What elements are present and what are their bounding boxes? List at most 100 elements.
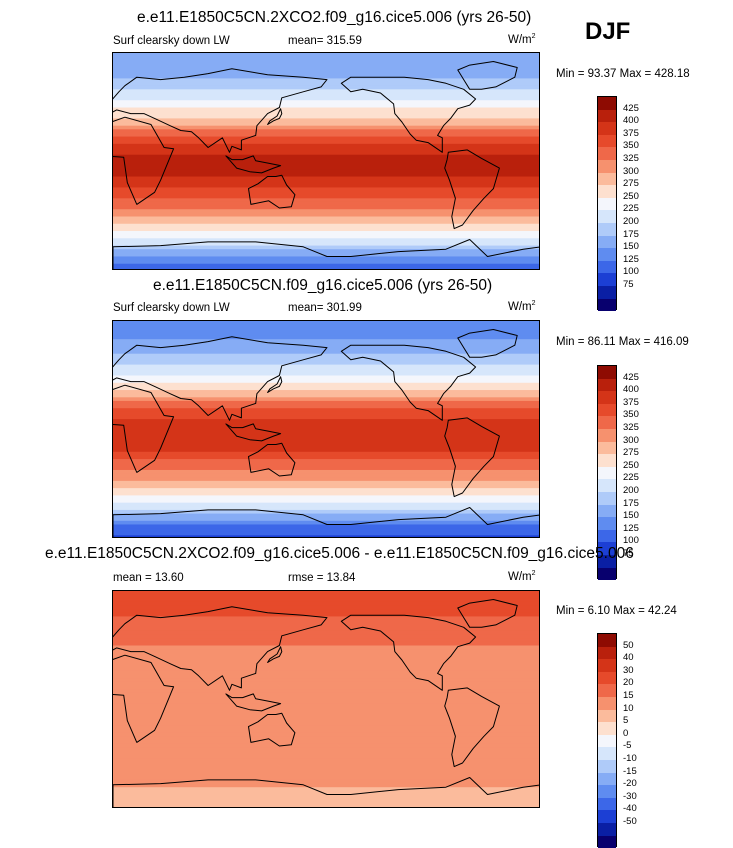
map-band <box>113 267 540 270</box>
map-band <box>113 805 540 808</box>
panel-3-minmax: Min = 6.10 Max = 42.24 <box>556 605 677 617</box>
map-band <box>113 653 540 657</box>
map-band <box>113 361 540 365</box>
map-band <box>113 184 540 188</box>
panel-3-mean-label: mean = 13.60 <box>113 572 184 584</box>
colorbar-bin <box>598 299 616 312</box>
map-band <box>113 671 540 675</box>
colorbar-tick-label: 10 <box>623 704 634 714</box>
map-band <box>113 718 540 722</box>
colorbar-bin <box>598 672 616 685</box>
map-band <box>113 776 540 780</box>
map-band <box>113 111 540 115</box>
colorbar-bin <box>598 185 616 198</box>
map-band <box>113 667 540 671</box>
map-band <box>113 434 540 438</box>
panel-1-units: W/m2 <box>508 33 536 46</box>
map-band <box>113 646 540 650</box>
map-band <box>113 260 540 264</box>
map-band <box>113 187 540 191</box>
map-band <box>113 627 540 631</box>
map-band <box>113 740 540 744</box>
map-band <box>113 455 540 459</box>
map-band <box>113 217 540 221</box>
map-band <box>113 82 540 86</box>
colorbar-tick-label: 50 <box>623 641 634 651</box>
colorbar-bin <box>598 467 616 480</box>
colorbar-bin <box>598 505 616 518</box>
colorbar-box <box>597 96 617 310</box>
colorbar-tick-label: 40 <box>623 653 634 663</box>
map-band <box>113 180 540 184</box>
panel-3-map <box>112 590 540 808</box>
map-band <box>113 459 540 463</box>
map-band <box>113 532 540 536</box>
colorbar-bin <box>598 659 616 672</box>
map-band <box>113 57 540 61</box>
colorbar-tick-label: 200 <box>623 486 639 496</box>
colorbar-tick-label: 275 <box>623 448 639 458</box>
map-band <box>113 798 540 802</box>
colorbar-tick-label: 300 <box>623 436 639 446</box>
map-band <box>113 591 540 595</box>
map-band <box>113 700 540 704</box>
colorbar-bin <box>598 110 616 123</box>
map-band <box>113 137 540 141</box>
colorbar-bin <box>598 823 616 836</box>
map-band <box>113 535 540 538</box>
map-band <box>113 631 540 635</box>
map-band <box>113 649 540 653</box>
map-band <box>113 463 540 467</box>
colorbar-tick-label: 75 <box>623 280 634 290</box>
colorbar-bin <box>598 492 616 505</box>
colorbar-bin <box>598 379 616 392</box>
colorbar-tick-label: -50 <box>623 817 637 827</box>
map-band <box>113 321 540 325</box>
map-band <box>113 481 540 485</box>
map-band <box>113 256 540 260</box>
colorbar-tick-label: 425 <box>623 104 639 114</box>
colorbar-tick-label: 250 <box>623 192 639 202</box>
colorbar-tick-label: 375 <box>623 129 639 139</box>
map-band <box>113 169 540 173</box>
map-band <box>113 195 540 199</box>
map-band <box>113 372 540 376</box>
colorbar-bin <box>598 710 616 723</box>
colorbar-tick-label: 200 <box>623 217 639 227</box>
colorbar-bin <box>598 442 616 455</box>
colorbar-bin <box>598 236 616 249</box>
colorbar-bin <box>598 223 616 236</box>
panel-2-map <box>112 320 540 538</box>
map-band <box>113 122 540 126</box>
colorbar-box <box>597 633 617 847</box>
map-band <box>113 89 540 93</box>
map-band <box>113 682 540 686</box>
panel-2-map-svg <box>113 321 540 538</box>
colorbar-tick-label: 175 <box>623 499 639 509</box>
map-band <box>113 445 540 449</box>
colorbar-tick-label: 400 <box>623 385 639 395</box>
map-band <box>113 93 540 97</box>
panel-2-mean-label: mean= 301.99 <box>288 302 362 314</box>
colorbar-bin <box>598 568 616 581</box>
map-band <box>113 71 540 75</box>
map-band <box>113 765 540 769</box>
map-band <box>113 492 540 496</box>
map-band <box>113 517 540 521</box>
colorbar-bin <box>598 785 616 798</box>
map-band <box>113 762 540 766</box>
map-band <box>113 264 540 268</box>
colorbar-bin <box>598 135 616 148</box>
map-band <box>113 430 540 434</box>
map-band <box>113 675 540 679</box>
map-band <box>113 620 540 624</box>
map-band <box>113 357 540 361</box>
map-band <box>113 437 540 441</box>
colorbar-tick-label: 0 <box>623 729 628 739</box>
map-band <box>113 707 540 711</box>
map-band <box>113 656 540 660</box>
map-band <box>113 227 540 231</box>
colorbar-tick-label: 5 <box>623 716 628 726</box>
map-band <box>113 722 540 726</box>
colorbar-tick-label: 15 <box>623 691 634 701</box>
